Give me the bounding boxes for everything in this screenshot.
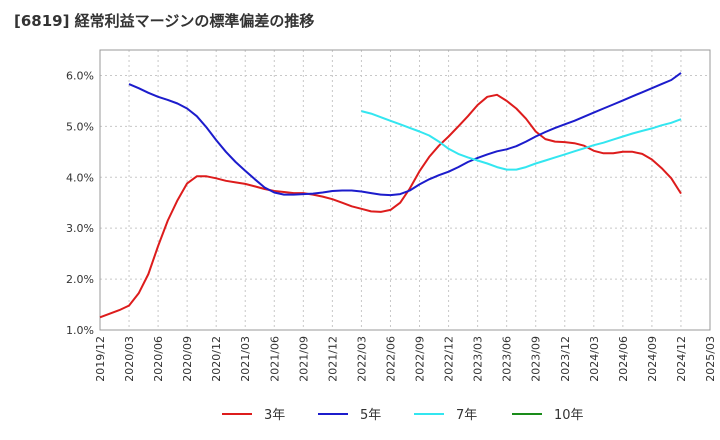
x-tick-label: 2022/06 (384, 336, 397, 382)
x-tick-label: 2022/03 (355, 336, 368, 382)
x-tick-label: 2023/12 (559, 336, 572, 382)
legend: 3年 5年 7年 10年 (222, 408, 584, 423)
legend-label-5年: 5年 (360, 408, 381, 423)
legend-label-10年: 10年 (554, 408, 584, 423)
x-tick-label: 2020/03 (123, 336, 136, 382)
x-tick-label: 2021/09 (297, 336, 310, 382)
x-tick-label: 2024/06 (617, 336, 630, 382)
y-tick-label: 2.0% (66, 273, 94, 286)
legend-label-7年: 7年 (456, 408, 477, 423)
x-tick-label: 2023/06 (501, 336, 514, 382)
x-tick-label: 2022/12 (443, 336, 456, 382)
y-tick-label: 3.0% (66, 222, 94, 235)
x-tick-label: 2019/12 (94, 336, 107, 382)
grid (99, 50, 711, 331)
x-tick-label: 2020/06 (152, 336, 165, 382)
chart-title: [6819] 経常利益マージンの標準偏差の推移 (14, 12, 315, 30)
x-tick-label: 2020/12 (210, 336, 223, 382)
y-ticks: 1.0% 2.0% 3.0% 4.0% 5.0% 6.0% (66, 69, 94, 337)
x-tick-label: 2025/03 (704, 336, 717, 382)
series-lines (99, 72, 682, 319)
series-line-5年 (128, 72, 682, 197)
x-tick-label: 2024/12 (675, 336, 688, 382)
x-tick-label: 2022/09 (414, 336, 427, 382)
y-tick-label: 5.0% (66, 120, 94, 133)
plot-frame (99, 49, 711, 331)
legend-label-3年: 3年 (264, 408, 285, 423)
y-tick-label: 4.0% (66, 171, 94, 184)
y-tick-label: 6.0% (66, 69, 94, 82)
x-ticks: 2019/12 2020/03 2020/06 2020/09 2020/12 2021/… (94, 336, 717, 382)
x-tick-label: 2021/06 (268, 336, 281, 382)
y-tick-label: 1.0% (66, 324, 94, 337)
x-tick-label: 2023/09 (530, 336, 543, 382)
series-line-7年 (361, 110, 682, 171)
x-tick-label: 2021/03 (239, 336, 252, 382)
x-tick-label: 2024/09 (646, 336, 659, 382)
series-line-3年 (99, 93, 682, 319)
x-tick-label: 2023/03 (472, 336, 485, 382)
x-tick-label: 2020/09 (181, 336, 194, 382)
x-tick-label: 2024/03 (588, 336, 601, 382)
axes (99, 49, 711, 331)
x-tick-label: 2021/12 (326, 336, 339, 382)
